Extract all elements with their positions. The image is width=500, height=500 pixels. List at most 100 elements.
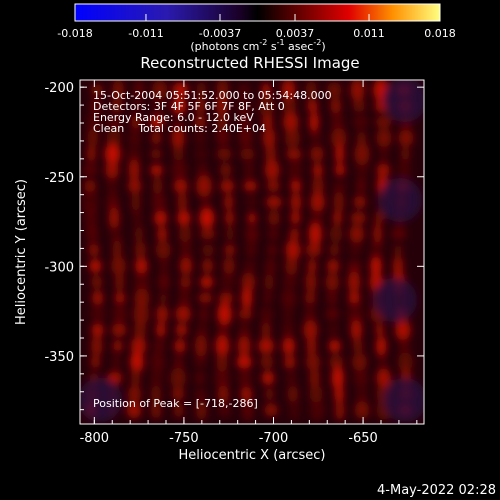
emission-blob <box>246 241 257 259</box>
emission-blob <box>401 146 410 162</box>
emission-blob <box>288 158 302 182</box>
emission-blob <box>91 275 103 289</box>
emission-blob <box>133 302 150 326</box>
emission-blob <box>195 96 206 116</box>
emission-blob <box>156 322 166 338</box>
emission-blob <box>286 371 296 385</box>
emission-blob <box>243 260 256 272</box>
emission-blob <box>353 370 368 386</box>
emission-blob <box>87 127 98 149</box>
emission-blob <box>331 366 344 390</box>
x-tick-label: -800 <box>80 431 110 446</box>
emission-blob <box>215 368 230 388</box>
emission-blob <box>195 370 205 386</box>
emission-blob <box>335 398 345 422</box>
emission-blob <box>134 288 150 308</box>
negative-region <box>378 178 422 222</box>
emission-blob <box>285 239 301 261</box>
emission-blob <box>327 290 337 306</box>
negative-region <box>80 378 122 422</box>
emission-blob <box>376 163 390 177</box>
emission-blob <box>373 222 382 246</box>
emission-blob <box>85 206 97 230</box>
emission-blob <box>236 355 252 369</box>
emission-blob <box>283 111 299 133</box>
emission-blob <box>153 340 165 352</box>
x-axis: -800 -750 -700 -650 <box>80 80 418 446</box>
emission-blob <box>334 384 344 404</box>
emission-blob <box>237 83 251 97</box>
emission-blob <box>217 322 229 338</box>
x-tick-label: -700 <box>259 431 289 446</box>
emission-blob <box>309 385 323 403</box>
emission-blob <box>126 401 142 419</box>
emission-blob <box>179 257 193 275</box>
emission-blob <box>239 321 250 339</box>
emission-blob <box>283 304 293 324</box>
emission-blob <box>349 224 365 244</box>
emission-blob <box>108 116 123 128</box>
emission-blob <box>92 290 104 306</box>
emission-blob <box>131 190 141 214</box>
emission-blob <box>216 148 232 160</box>
negative-region <box>383 80 424 122</box>
emission-blob <box>356 130 367 146</box>
emission-blob <box>171 98 187 114</box>
emission-blob <box>247 212 257 224</box>
emission-blob <box>133 80 145 101</box>
y-tick-label: -300 <box>44 260 74 275</box>
emission-blob <box>197 321 208 339</box>
emission-blob <box>262 114 273 130</box>
emission-blob <box>91 323 104 337</box>
emission-blob <box>265 196 282 208</box>
emission-blob <box>241 272 256 292</box>
emission-blob <box>150 164 163 176</box>
emission-blob <box>150 371 163 385</box>
emission-blob <box>260 355 274 369</box>
y-tick-label: -200 <box>44 81 74 96</box>
emission-blob <box>374 210 384 226</box>
emission-blob <box>263 291 272 305</box>
emission-blob <box>132 100 143 112</box>
emission-blob <box>178 286 191 310</box>
emission-blob <box>156 305 169 323</box>
emission-blob <box>236 96 253 116</box>
y-axis-title: Heliocentric Y (arcsec) <box>14 179 29 325</box>
emission-blob <box>390 227 407 241</box>
emission-blob <box>356 177 366 195</box>
x-axis-title: Heliocentric X (arcsec) <box>179 448 326 463</box>
emission-blob <box>332 180 347 192</box>
emission-blob <box>303 319 318 341</box>
emission-blob <box>328 339 341 353</box>
emission-blob <box>375 324 384 336</box>
peak-position-label: Position of Peak = [-718,-286] <box>93 397 258 410</box>
emission-blob <box>308 258 317 274</box>
emission-blob <box>284 354 296 370</box>
emission-blob <box>196 174 212 198</box>
emission-blob <box>285 148 302 160</box>
emission-blob <box>308 222 322 246</box>
emission-blob <box>194 129 207 147</box>
emission-blob <box>134 272 150 292</box>
emission-blob <box>306 335 317 357</box>
y-tick-label: -250 <box>44 171 74 186</box>
emission-blob <box>347 302 363 326</box>
emission-blob <box>267 227 279 241</box>
emission-blob <box>354 142 370 166</box>
emission-blob <box>217 302 232 326</box>
emission-blob <box>347 260 362 272</box>
image-background-pattern <box>80 80 424 422</box>
emission-blob <box>262 82 271 98</box>
emission-blob <box>219 163 232 177</box>
emission-blob <box>224 244 236 256</box>
emission-blob <box>114 292 126 304</box>
emission-blob <box>105 161 119 179</box>
emission-blob <box>112 238 122 262</box>
emission-blob <box>84 179 96 193</box>
emission-blob <box>264 403 278 417</box>
emission-blob <box>291 211 300 225</box>
emission-blob <box>240 386 252 402</box>
emission-blob <box>127 145 142 163</box>
emission-blob <box>152 194 166 210</box>
